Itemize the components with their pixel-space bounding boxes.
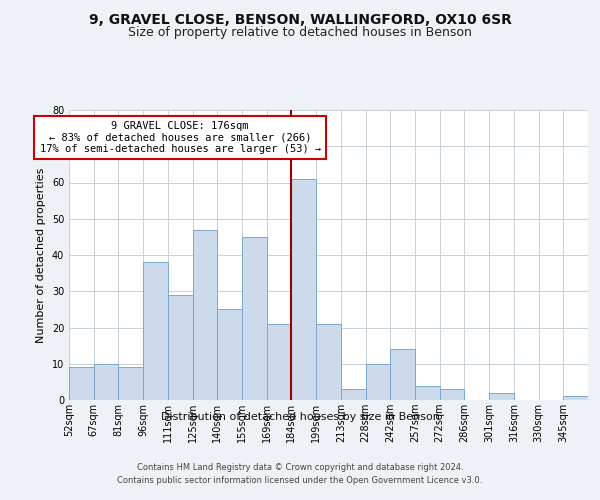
Text: 9 GRAVEL CLOSE: 176sqm
← 83% of detached houses are smaller (266)
17% of semi-de: 9 GRAVEL CLOSE: 176sqm ← 83% of detached…	[40, 121, 321, 154]
Bar	[242, 237, 267, 400]
Bar	[292, 179, 316, 400]
Bar	[168, 295, 193, 400]
Bar	[143, 262, 168, 400]
Bar	[118, 368, 143, 400]
Bar	[489, 393, 514, 400]
Bar	[415, 386, 440, 400]
Bar	[365, 364, 390, 400]
Bar	[341, 389, 365, 400]
Y-axis label: Number of detached properties: Number of detached properties	[36, 168, 46, 342]
Bar	[69, 368, 94, 400]
Bar	[563, 396, 588, 400]
Bar	[217, 310, 242, 400]
Bar	[440, 389, 464, 400]
Text: 9, GRAVEL CLOSE, BENSON, WALLINGFORD, OX10 6SR: 9, GRAVEL CLOSE, BENSON, WALLINGFORD, OX…	[89, 12, 511, 26]
Bar	[267, 324, 292, 400]
Bar	[193, 230, 217, 400]
Text: Distribution of detached houses by size in Benson: Distribution of detached houses by size …	[161, 412, 439, 422]
Bar	[94, 364, 118, 400]
Text: Contains public sector information licensed under the Open Government Licence v3: Contains public sector information licen…	[118, 476, 482, 485]
Bar	[390, 349, 415, 400]
Text: Contains HM Land Registry data © Crown copyright and database right 2024.: Contains HM Land Registry data © Crown c…	[137, 462, 463, 471]
Bar	[316, 324, 341, 400]
Text: Size of property relative to detached houses in Benson: Size of property relative to detached ho…	[128, 26, 472, 39]
